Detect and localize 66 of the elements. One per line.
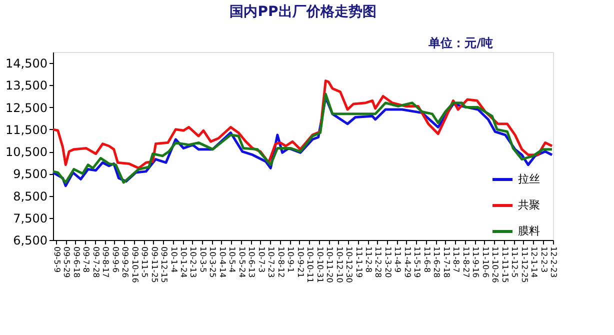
x-tick-label: 10-5-24 [237,246,246,278]
x-tick-label: 12-2-3 [539,246,548,273]
x-tick-label: 09-9-26 [120,246,130,278]
y-tick-label: 12,500 [6,100,48,115]
x-tick-label: 10-6-13 [247,246,256,278]
x-tick-label: 09-5-29 [62,246,72,278]
y-tick-label: 11,500 [6,122,48,137]
x-tick-label: 11-6-8 [422,246,432,273]
x-tick-label: 10-3-25 [208,246,218,278]
x-tick-label: 10-2-13 [188,246,198,278]
x-tick-label: 11-10-26 [490,246,500,283]
x-tick-label: 11-5-19 [412,246,422,278]
legend-label: 膜料 [518,224,540,238]
y-tick-label: 10,500 [6,145,48,160]
x-tick-label: 11-9-16 [471,246,480,278]
x-tick-label: 09-11-25 [150,246,159,283]
x-tick-label: 10-8-12 [276,246,286,278]
x-tick-label: 10-1-24 [179,246,188,278]
x-tick-label: 10-3-5 [198,246,208,273]
x-tick-label: 10-9-1 [286,246,296,273]
y-tick-label: 8,500 [13,189,48,204]
y-tick-label: 9,500 [13,167,48,182]
chart-subtitle: 单位：元/吨 [428,36,493,50]
x-tick-label: 10-5-4 [228,246,237,273]
x-tick-label: 10-7-23 [266,246,276,278]
x-tick-label: 12-1-14 [530,246,539,278]
x-tick-label: 10-11-20 [325,246,334,283]
x-tick-label: 11-8-27 [461,246,470,278]
x-tick-label: 11-8-7 [452,246,461,273]
x-tick-label: 09-5-9 [52,246,62,273]
x-tick-label: 09-10-16 [130,246,140,283]
x-tick-label: 11-7-18 [442,246,451,278]
x-tick-label: 11-4-29 [402,246,412,278]
x-tick-label: 11-1-19 [354,246,364,278]
x-tick-label: 09-7-28 [91,246,100,278]
x-tick-label: 10-1-4 [169,246,178,273]
y-tick-label: 13,500 [6,78,48,93]
x-tick-label: 10-12-10 [334,246,344,283]
x-tick-label: 11-3-20 [383,246,392,278]
x-tick-label: 12-2-23 [549,246,558,278]
x-tick-label: 10-10-11 [306,246,315,283]
x-tick-label: 11-12-5 [510,246,520,278]
legend-label: 拉丝 [518,172,540,186]
x-tick-label: 10-7-3 [256,246,266,273]
x-tick-label: 10-10-31 [315,246,324,283]
x-tick-label: 11-10-6 [480,246,490,278]
legend-label: 共聚 [518,198,540,212]
x-tick-label: 11-4-9 [393,246,402,273]
x-tick-label: 09-11-5 [140,246,150,278]
x-tick-label: 11-12-25 [520,246,529,283]
x-tick-label: 09-12-15 [160,246,169,283]
x-tick-label: 09-6-18 [72,246,81,278]
x-tick-label: 11-2-28 [374,246,383,278]
x-tick-label: 10-12-30 [344,246,354,283]
x-tick-label: 10-4-14 [218,246,227,278]
x-tick-label: 09-9-6 [110,246,120,273]
x-tick-label: 09-8-17 [101,246,110,278]
y-tick-label: 6,500 [13,234,48,248]
chart-title: 国内PP出厂价格走势图 [230,4,376,20]
y-tick-label: 7,500 [13,211,48,226]
x-tick-label: 11-6-28 [432,246,442,278]
x-tick-label: 11-2-8 [364,246,374,273]
x-tick-label: 10-9-21 [296,246,305,278]
x-tick-label: 11-11-15 [500,246,510,283]
x-tick-label: 09-7-8 [82,246,91,273]
y-tick-label: 14,500 [6,56,48,71]
